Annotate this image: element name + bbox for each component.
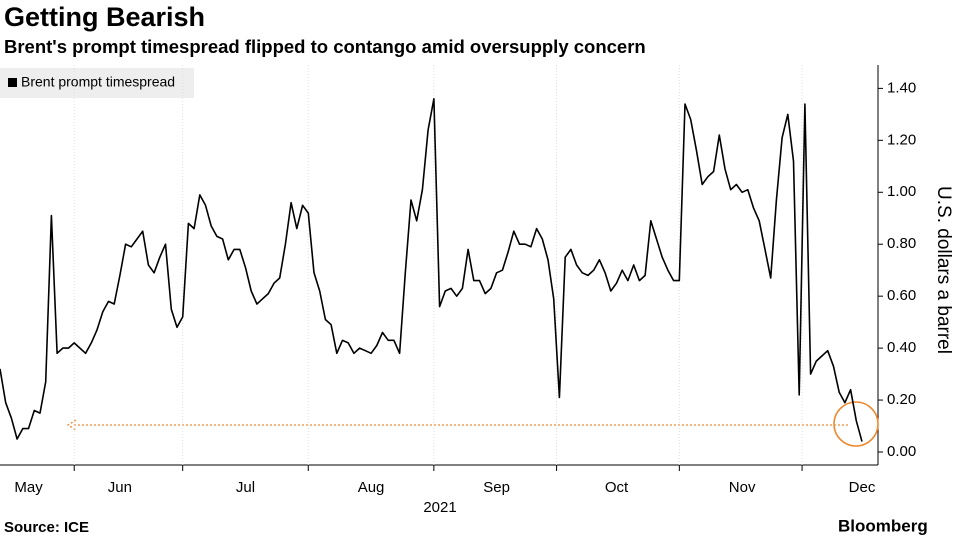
x-tick-label: Dec — [849, 479, 876, 496]
legend-swatch — [8, 78, 17, 87]
chart-title: Getting Bearish — [4, 2, 205, 32]
chart-subtitle: Brent's prompt timespread flipped to con… — [4, 36, 646, 57]
x-tick-label: Aug — [358, 479, 385, 496]
x-axis-label: 2021 — [423, 499, 456, 516]
x-tick-label: May — [14, 479, 43, 496]
x-tick-label: Nov — [729, 479, 756, 496]
y-tick-label: 0.80 — [887, 235, 916, 252]
y-axis-label: U.S. dollars a barrel — [933, 186, 954, 354]
x-tick-label: Jul — [236, 479, 255, 496]
legend-box — [0, 68, 194, 98]
y-tick-label: 0.00 — [887, 443, 916, 460]
annotation-arrowhead — [66, 419, 77, 431]
y-tick-label: 1.00 — [887, 183, 916, 200]
y-tick-label: 0.40 — [887, 339, 916, 356]
y-tick-label: 1.40 — [887, 79, 916, 96]
legend-label: Brent prompt timespread — [21, 74, 175, 90]
source: Source: ICE — [4, 519, 89, 536]
series-line — [0, 98, 863, 442]
brand: Bloomberg — [838, 516, 928, 535]
y-tick-label: 0.60 — [887, 287, 916, 304]
x-tick-label: Sep — [483, 479, 510, 496]
annotation-circle — [833, 401, 879, 447]
x-tick-label: Oct — [605, 479, 629, 496]
x-tick-label: Jun — [108, 479, 132, 496]
y-tick-label: 1.20 — [887, 131, 916, 148]
y-tick-label: 0.20 — [887, 391, 916, 408]
